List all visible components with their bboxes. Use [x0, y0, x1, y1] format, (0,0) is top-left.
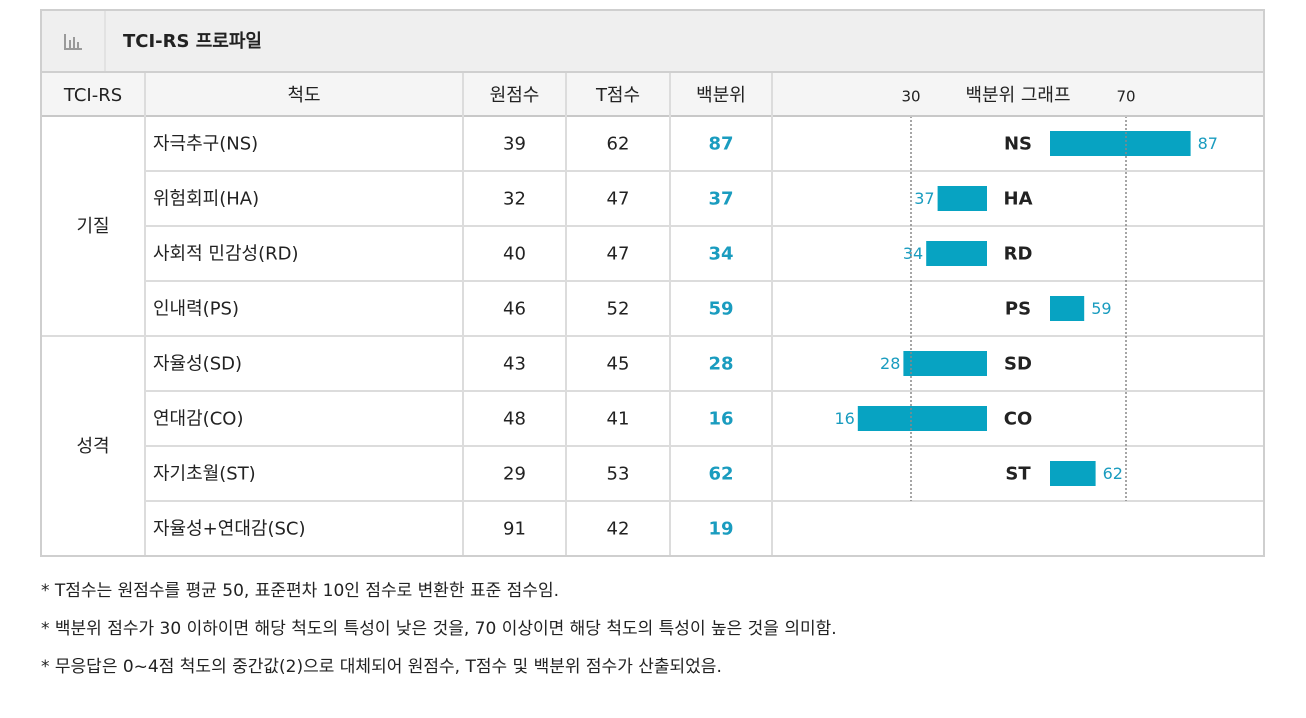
percentile: 16	[708, 409, 733, 430]
graph-code: HA	[1004, 189, 1033, 210]
raw-score: 32	[503, 189, 526, 210]
percentile: 62	[708, 464, 733, 485]
scale-name: 자극추구(NS)	[153, 134, 258, 155]
scale-name: 위험회피(HA)	[153, 189, 259, 210]
raw-score: 29	[503, 464, 526, 485]
percentile-bar	[903, 351, 987, 376]
title-bar	[40, 9, 1265, 73]
percentile-bar	[1050, 296, 1085, 321]
percentile: 28	[708, 354, 733, 375]
t-score: 62	[607, 134, 630, 155]
column-header: T점수	[595, 85, 640, 106]
t-score: 47	[607, 189, 630, 210]
percentile: 34	[708, 244, 733, 265]
table-border	[40, 9, 1265, 557]
scale-name: 연대감(CO)	[153, 409, 243, 430]
column-header: 원점수	[490, 85, 540, 106]
t-score: 41	[607, 409, 630, 430]
column-header: 척도	[287, 85, 320, 106]
percentile-bar	[926, 241, 987, 266]
column-header-bg	[41, 72, 1264, 116]
bar-label: 16	[834, 409, 854, 428]
bar-label: 28	[880, 354, 900, 373]
raw-score: 48	[503, 409, 526, 430]
percentile-bar	[937, 186, 987, 211]
raw-score: 40	[503, 244, 526, 265]
footnote: * T점수는 원점수를 평균 50, 표준편차 10인 점수로 변환한 표준 점…	[41, 581, 559, 601]
raw-score: 43	[503, 354, 526, 375]
footnote: * 무응답은 0~4점 척도의 중간값(2)으로 대체되어 원점수, T점수 및…	[41, 657, 722, 677]
scale-name: 자율성+연대감(SC)	[153, 519, 305, 540]
percentile: 87	[708, 134, 733, 155]
bar-label: 87	[1198, 134, 1218, 153]
raw-score: 46	[503, 299, 526, 320]
percentile: 59	[708, 299, 733, 320]
raw-score: 91	[503, 519, 526, 540]
t-score: 47	[607, 244, 630, 265]
group-name: 성격	[76, 436, 109, 457]
percentile: 19	[708, 519, 733, 540]
graph-code: ST	[1005, 464, 1031, 485]
scale-name: 사회적 민감성(RD)	[153, 244, 299, 265]
column-header: 백분위	[696, 85, 746, 106]
graph-code: PS	[1005, 299, 1031, 320]
t-score: 52	[607, 299, 630, 320]
group-name: 기질	[76, 216, 109, 237]
t-score: 45	[607, 354, 630, 375]
t-score: 53	[607, 464, 630, 485]
scale-name: 인내력(PS)	[153, 299, 239, 320]
graph-tick-label: 30	[901, 88, 920, 106]
column-header: TCI-RS	[63, 85, 122, 106]
graph-tick-label: 70	[1116, 88, 1135, 106]
bar-label: 34	[903, 244, 923, 263]
panel-title: TCI-RS 프로파일	[123, 31, 262, 52]
percentile-bar	[1050, 131, 1191, 156]
bar-label: 37	[914, 189, 934, 208]
scale-name: 자율성(SD)	[153, 354, 242, 375]
graph-code: SD	[1004, 354, 1032, 375]
percentile-bar	[1050, 461, 1096, 486]
scale-name: 자기초월(ST)	[153, 464, 256, 485]
percentile: 37	[708, 189, 733, 210]
column-header: 백분위 그래프	[965, 85, 1070, 106]
chart-icon	[64, 34, 82, 50]
graph-code: NS	[1004, 134, 1032, 155]
footnote: * 백분위 점수가 30 이하이면 해당 척도의 특성이 낮은 것을, 70 이…	[41, 619, 837, 639]
bar-label: 59	[1091, 299, 1111, 318]
bar-label: 62	[1103, 464, 1123, 483]
raw-score: 39	[503, 134, 526, 155]
t-score: 42	[607, 519, 630, 540]
graph-code: CO	[1004, 409, 1033, 430]
percentile-bar	[857, 406, 987, 431]
graph-code: RD	[1004, 244, 1033, 265]
